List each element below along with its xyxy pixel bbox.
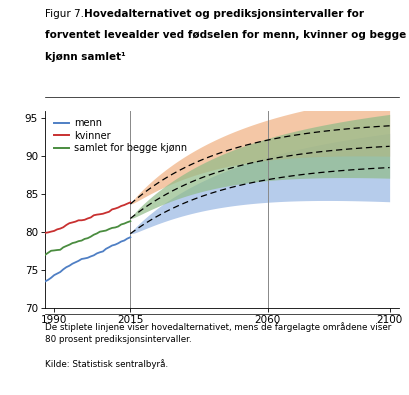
Text: Hovedalternativet og prediksjonsintervaller for: Hovedalternativet og prediksjonsinterval…: [84, 9, 364, 19]
Text: De stiplete linjene viser hovedalternativet, mens de fargelagte områdene viser
8: De stiplete linjene viser hovedalternati…: [45, 322, 391, 344]
Legend: menn, kvinner, samlet for begge kjønn: menn, kvinner, samlet for begge kjønn: [54, 117, 188, 154]
Text: Figur 7.: Figur 7.: [45, 9, 87, 19]
Text: Kilde: Statistisk sentralbyrå.: Kilde: Statistisk sentralbyrå.: [45, 359, 168, 369]
Text: forventet levealder ved fødselen for menn, kvinner og begge: forventet levealder ved fødselen for men…: [45, 30, 406, 40]
Text: kjønn samlet¹: kjønn samlet¹: [45, 52, 126, 62]
